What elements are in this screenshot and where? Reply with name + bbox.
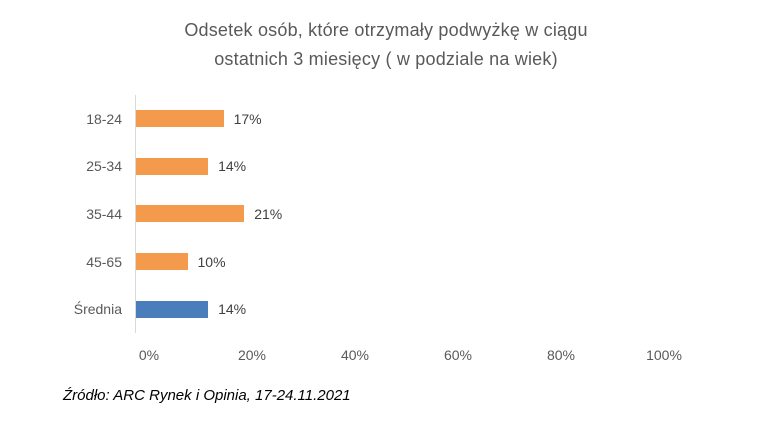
- x-tick-label: 60%: [443, 347, 473, 363]
- value-label: 14%: [218, 158, 247, 175]
- bar-area: 17%: [135, 95, 651, 143]
- category-label: 35-44: [86, 205, 122, 222]
- bar: [136, 157, 209, 175]
- value-label: 10%: [197, 253, 226, 270]
- bar: [136, 205, 245, 223]
- bar-row: 45-65 10%: [0, 237, 772, 286]
- category-label: 18-24: [86, 110, 122, 127]
- category-label: 25-34: [86, 158, 122, 175]
- bar: [136, 110, 224, 128]
- bar-area: 10%: [135, 237, 651, 286]
- chart-title-line-1: Odsetek osób, które otrzymały podwyżkę w…: [184, 20, 588, 40]
- value-label: 21%: [254, 205, 283, 222]
- category-label: Średnia: [73, 301, 122, 318]
- chart-title: Odsetek osób, które otrzymały podwyżkę w…: [0, 16, 772, 74]
- bar-area: 21%: [135, 190, 651, 238]
- value-label: 17%: [233, 110, 262, 127]
- source-note: Źródło: ARC Rynek i Opinia, 17-24.11.202…: [63, 387, 351, 404]
- x-tick-label: 0%: [138, 347, 160, 363]
- x-tick-label: 40%: [340, 347, 370, 363]
- x-tick-label: 100%: [646, 347, 682, 363]
- bar: [136, 300, 209, 318]
- bar-area: 14%: [135, 285, 651, 333]
- bar-row: 25-34 14%: [0, 142, 772, 191]
- x-tick-label: 20%: [237, 347, 267, 363]
- bar-row: 18-24 17%: [0, 95, 772, 143]
- plot-area: 18-24 17% 25-34 14% 35-44 21% 45-65 10% …: [0, 95, 772, 333]
- chart-title-line-2: ostatnich 3 miesięcy ( w podziale na wie…: [214, 49, 558, 69]
- bar: [136, 253, 188, 271]
- x-tick-label: 80%: [546, 347, 576, 363]
- bar-row: Średnia 14%: [0, 285, 772, 333]
- x-axis: 0% 20% 40% 60% 80% 100%: [139, 347, 682, 365]
- category-label: 45-65: [86, 253, 122, 270]
- value-label: 14%: [218, 301, 247, 318]
- bar-area: 14%: [135, 142, 651, 191]
- bar-row: 35-44 21%: [0, 190, 772, 238]
